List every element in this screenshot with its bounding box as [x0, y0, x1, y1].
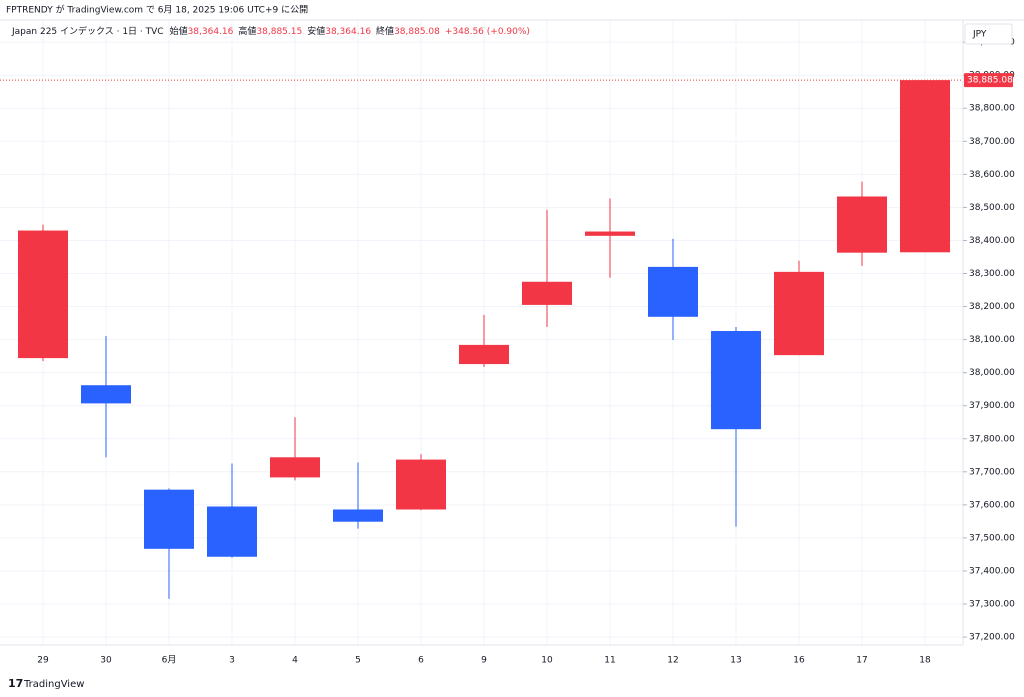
- legend-value: 38,364.16: [325, 27, 371, 37]
- candles: [0, 79, 963, 599]
- candle-body: [648, 266, 698, 317]
- legend-label: 高値: [238, 25, 256, 37]
- x-tick-label: 13: [730, 656, 741, 666]
- header-text: FPTRENDY が TradingView.com で 6月 18, 2025…: [6, 4, 308, 16]
- y-tick-label: 38,500.00: [969, 203, 1015, 213]
- y-tick-label: 37,400.00: [969, 566, 1015, 576]
- y-tick-label: 37,200.00: [969, 633, 1015, 643]
- candle-body: [774, 271, 824, 356]
- y-tick-label: 37,600.00: [969, 500, 1015, 510]
- y-tick-label: 38,700.00: [969, 137, 1015, 147]
- candle-body: [144, 489, 194, 549]
- y-tick-label: 38,100.00: [969, 335, 1015, 345]
- x-tick-label: 5: [355, 656, 361, 666]
- last-price-label: 38,885.08: [964, 73, 1013, 88]
- currency: JPY: [972, 30, 987, 40]
- legend-symbol: Japan 225 インデックス · 1日 · TVC: [11, 25, 164, 37]
- last-price-text: 38,885.08: [967, 76, 1013, 86]
- y-tick-label: 37,500.00: [969, 533, 1015, 543]
- legend-label: 安値: [307, 25, 325, 37]
- y-tick-label: 37,700.00: [969, 467, 1015, 477]
- legend-label: 終値: [376, 25, 394, 37]
- y-tick-label: 38,200.00: [969, 302, 1015, 312]
- candle-body: [711, 331, 761, 430]
- legend-label: 始値: [170, 25, 188, 37]
- candle-body: [333, 509, 383, 522]
- y-tick-label: 38,000.00: [969, 368, 1015, 378]
- x-tick-label: 30: [100, 656, 112, 666]
- candle-body: [396, 459, 446, 510]
- legend-value: 38,364.16: [188, 27, 234, 37]
- x-tick-label: 12: [667, 656, 678, 666]
- x-tick-label: 10: [541, 656, 553, 666]
- y-tick-label: 38,400.00: [969, 236, 1015, 246]
- candle-body: [585, 231, 635, 236]
- candle-body: [837, 196, 887, 253]
- x-tick-label: 17: [856, 656, 867, 666]
- candle-body: [81, 385, 131, 404]
- candle-body: [459, 344, 509, 365]
- x-tick-label: 9: [481, 656, 487, 666]
- footer: 17 TradingView: [8, 677, 84, 690]
- y-tick-label: 37,300.00: [969, 600, 1015, 610]
- y-tick-label: 38,800.00: [969, 104, 1015, 114]
- candle-body: [207, 506, 257, 557]
- y-tick-label: 37,800.00: [969, 434, 1015, 444]
- x-tick-label: 29: [37, 656, 49, 666]
- x-tick-label: 3: [229, 656, 235, 666]
- footer-brand: TradingView: [23, 679, 84, 690]
- legend-change: +348.56 (+0.90%): [445, 27, 530, 37]
- y-tick-label: 38,300.00: [969, 269, 1015, 279]
- x-tick-label: 11: [604, 656, 615, 666]
- legend-value: 38,885.15: [256, 27, 302, 37]
- x-tick-label: 16: [793, 656, 805, 666]
- legend: Japan 225 インデックス · 1日 · TVC 始値38,364.16 高値…: [11, 25, 530, 37]
- candle-body: [18, 230, 68, 359]
- currency-box[interactable]: [964, 23, 1013, 45]
- candle-body: [270, 457, 320, 478]
- x-tick-label: 6: [418, 656, 424, 666]
- x-tick-label: 18: [919, 656, 931, 666]
- y-tick-label: 38,600.00: [969, 170, 1015, 180]
- candle-body: [900, 80, 950, 253]
- x-tick-label: 6月: [162, 655, 177, 666]
- x-tick-label: 4: [292, 656, 298, 666]
- logo-mark: 17: [8, 677, 23, 690]
- candle-body: [522, 281, 572, 305]
- y-tick-label: 37,900.00: [969, 401, 1015, 411]
- last-price-box: [964, 73, 1013, 88]
- legend-value: 38,885.08: [394, 27, 440, 37]
- legend-row: Japan 225 インデックス · 1日 · TVC 始値38,364.16 高値…: [11, 25, 530, 37]
